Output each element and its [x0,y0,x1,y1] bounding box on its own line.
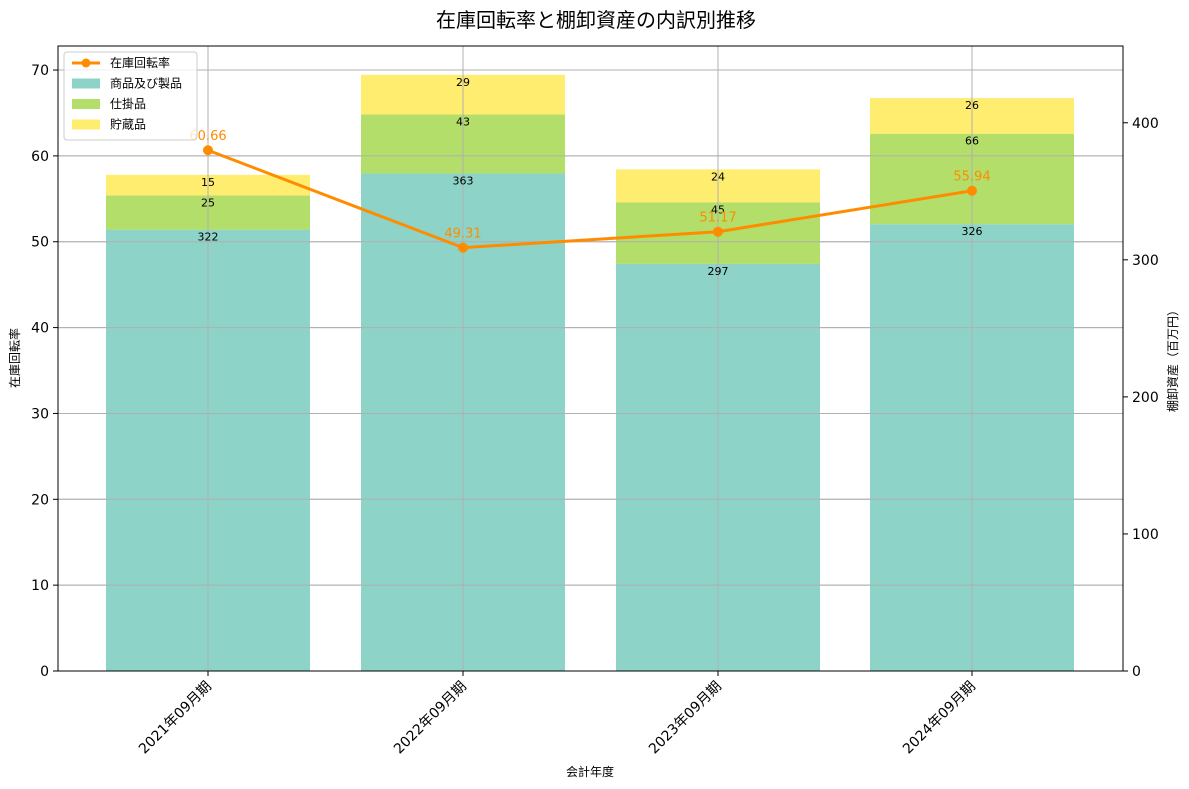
left-tick-label: 40 [31,321,49,337]
line-path [207,148,973,250]
left-tick-label: 30 [31,406,49,422]
line-marker [713,226,723,237]
legend-label: 在庫回転率 [110,55,170,70]
bar-value-label: 29 [456,76,470,89]
x-tick-label: 2021年09月期 [136,679,215,758]
bar-value-label: 326 [962,225,983,238]
left-y-axis: 0 10 20 30 40 50 60 70 [31,63,58,680]
right-tick-label: 300 [1132,253,1159,269]
bar-value-label: 24 [711,170,725,183]
right-tick-label: 100 [1132,527,1159,543]
bar-value-label: 322 [198,231,219,244]
legend-label: 貯蔵品 [110,118,146,132]
legend-swatch [72,119,100,130]
line-marker [203,145,213,156]
chart-title: 在庫回転率と棚卸資産の内訳別推移 [436,8,756,32]
line-value-label: 55.94 [953,170,990,185]
left-tick-label: 60 [31,149,49,165]
line-marker [458,242,468,253]
legend-swatch [72,99,100,109]
bar-value-label: 15 [201,176,215,189]
bar-value-label: 25 [201,196,215,209]
right-tick-label: 400 [1132,116,1159,132]
left-tick-label: 70 [31,63,49,79]
left-y-axis-label: 在庫回転率 [7,328,22,388]
legend-box [63,51,198,141]
left-tick-label: 50 [31,235,49,251]
bar-value-label: 363 [453,174,474,187]
bar-value-label: 297 [708,265,729,278]
legend-swatch [72,78,100,89]
left-tick-label: 0 [40,664,49,680]
legend-label: 商品及び製品 [110,76,182,91]
turnover-line: 60.66 49.31 51.17 55.94 [189,129,991,253]
bar-value-label: 45 [711,203,725,216]
left-tick-label: 20 [31,492,49,508]
right-tick-label: 200 [1132,390,1159,406]
line-value-label: 51.17 [699,211,736,226]
bar-value-label: 43 [456,116,470,129]
legend-marker [81,58,91,68]
right-y-axis: 0 100 200 300 400 [1123,116,1159,680]
line-marker [967,185,977,196]
bar-value-label: 26 [965,99,979,112]
legend-label: 仕掛品 [110,96,146,111]
stacked-bars: 322 25 15 363 43 29 297 45 24 326 66 26 [58,46,1123,672]
x-axis: 2021年09月期 2022年09月期 2023年09月期 2024年09月期 [136,671,979,757]
x-tick-label: 2022年09月期 [391,679,470,758]
line-value-label: 49.31 [444,227,481,242]
line-value-label: 60.66 [189,129,226,144]
left-tick-label: 10 [31,578,49,594]
bar-value-label: 66 [965,135,979,148]
x-tick-label: 2023年09月期 [646,679,725,758]
plot-frame [57,45,1124,672]
right-tick-label: 0 [1132,664,1141,680]
x-axis-label: 会計年度 [566,764,614,779]
right-y-axis-label: 棚卸資産（百万円） [1165,304,1180,412]
x-tick-label: 2024年09月期 [900,679,979,758]
